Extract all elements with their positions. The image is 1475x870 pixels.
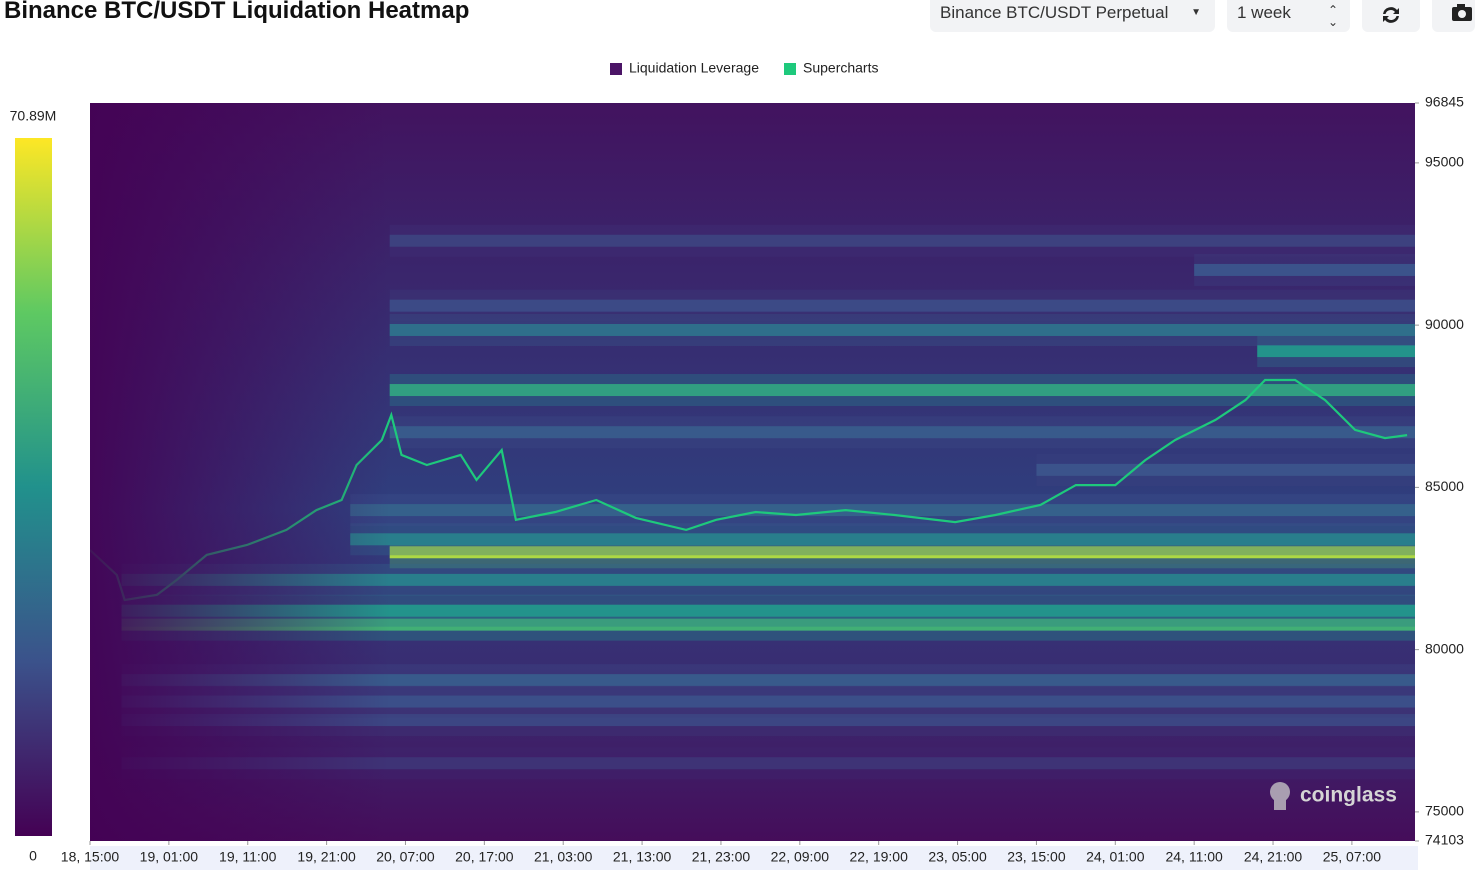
x-axis-strip: [90, 846, 1418, 870]
y-tick-label: 75000: [1425, 803, 1464, 819]
liquidation-band: [350, 533, 1415, 546]
x-tick-label: 19, 01:00: [140, 849, 199, 865]
pair-select[interactable]: Binance BTC/USDT Perpetual ▼: [930, 0, 1215, 32]
liquidation-band: [121, 674, 1415, 687]
liquidation-band: [389, 234, 1415, 247]
liquidation-band: [389, 426, 1415, 439]
x-tick-label: 24, 01:00: [1086, 849, 1145, 865]
range-select-text: 1 week: [1237, 3, 1291, 22]
colorbar: [15, 138, 52, 836]
watermark-logo: [1270, 782, 1290, 810]
range-select[interactable]: 1 week ⌃ ⌄: [1227, 0, 1350, 32]
liquidation-band: [389, 384, 1415, 397]
liquidation-band: [350, 504, 1415, 517]
x-tick-label: 19, 21:00: [297, 849, 356, 865]
pair-select-text: Binance BTC/USDT Perpetual: [940, 3, 1169, 22]
refresh-button[interactable]: [1362, 0, 1420, 32]
x-tick-label: 20, 17:00: [455, 849, 514, 865]
x-tick-label: 23, 05:00: [928, 849, 987, 865]
x-tick-label: 18, 15:00: [61, 849, 120, 865]
liquidation-band: [121, 618, 1415, 631]
colorbar-label: 70.89M: [10, 108, 57, 124]
x-tick-label: 20, 07:00: [376, 849, 435, 865]
x-tick-label: 22, 09:00: [771, 849, 830, 865]
page-title: Binance BTC/USDT Liquidation Heatmap: [4, 0, 470, 24]
spinner-arrows: ⌃ ⌄: [1327, 3, 1338, 29]
liquidation-band: [389, 299, 1415, 312]
legend-label: Liquidation Leverage: [629, 60, 759, 76]
y-tick-label: 90000: [1425, 316, 1464, 332]
y-tick-label: 74103: [1425, 832, 1464, 848]
x-tick-label: 19, 11:00: [219, 849, 277, 865]
liquidation-band: [121, 714, 1415, 727]
legend-swatch: [610, 63, 622, 75]
liquidation-band: [389, 323, 1415, 336]
legend-swatch: [784, 63, 796, 75]
liquidation-band: [121, 573, 1415, 586]
liquidation-band: [121, 757, 1415, 770]
dropdown-arrow: ▼: [1191, 7, 1201, 18]
x-tick-label: 24, 11:00: [1165, 849, 1223, 865]
colorbar-label: 0: [29, 848, 37, 864]
y-tick-label: 80000: [1425, 640, 1464, 656]
plot-fade: [90, 103, 390, 841]
refresh-icon: [1383, 7, 1399, 23]
camera-icon: [1452, 4, 1472, 21]
watermark: coinglass: [1300, 784, 1397, 807]
y-tick-label: 85000: [1425, 478, 1464, 494]
liquidation-band: [121, 695, 1415, 708]
liquidation-band: [1194, 263, 1415, 276]
liquidation-band: [1036, 463, 1415, 476]
liquidation-band: [1257, 345, 1415, 358]
x-tick-label: 25, 07:00: [1323, 849, 1382, 865]
x-tick-label: 21, 13:00: [613, 849, 672, 865]
y-tick-label: 96845: [1425, 94, 1464, 110]
screenshot-button[interactable]: [1432, 0, 1475, 32]
x-tick-label: 24, 21:00: [1244, 849, 1303, 865]
x-tick-label: 22, 19:00: [849, 849, 908, 865]
legend-label: Supercharts: [803, 60, 878, 76]
liquidation-band: [389, 546, 1415, 559]
x-tick-label: 21, 03:00: [534, 849, 593, 865]
x-tick-label: 23, 15:00: [1007, 849, 1066, 865]
x-tick-label: 21, 23:00: [692, 849, 751, 865]
liquidation-band: [121, 604, 1415, 617]
y-tick-label: 95000: [1425, 154, 1464, 170]
